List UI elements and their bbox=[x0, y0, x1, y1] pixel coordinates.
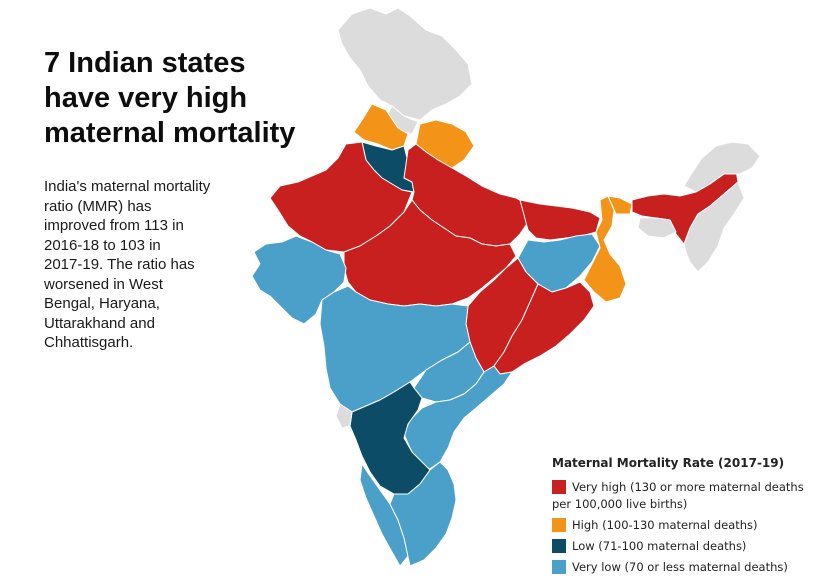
region-northeast-states bbox=[683, 181, 745, 273]
region-goa bbox=[335, 403, 353, 429]
intro-line: improved from 113 in bbox=[44, 217, 184, 234]
legend-label: Very high (130 or more maternal deaths p… bbox=[552, 479, 804, 513]
intro-line: Bengal, Haryana, bbox=[44, 295, 160, 312]
legend-swatch bbox=[552, 518, 566, 532]
legend-item-low: Low (71-100 maternal deaths) bbox=[552, 538, 822, 555]
headline: 7 Indian states have very high maternal … bbox=[44, 46, 334, 151]
map-legend: Maternal Mortality Rate (2017-19) Very h… bbox=[552, 456, 822, 580]
legend-label-line: Very high (130 or more maternal deaths bbox=[572, 480, 804, 494]
intro-line: ratio (MMR) has bbox=[44, 197, 152, 215]
region-meghalaya bbox=[637, 217, 677, 239]
intro-line: 2016-18 to 103 in bbox=[44, 236, 161, 254]
headline-line: 7 Indian states bbox=[44, 47, 246, 79]
region-andhra-pradesh bbox=[403, 365, 513, 471]
region-karnataka bbox=[349, 381, 431, 495]
headline-line: maternal mortality bbox=[44, 117, 296, 149]
intro-line: 2017-19. The ratio has bbox=[44, 256, 195, 273]
legend-label-line: per 100,000 live births) bbox=[552, 497, 688, 511]
legend-title: Maternal Mortality Rate (2017-19) bbox=[552, 456, 785, 470]
intro-line: Uttarakhand and bbox=[44, 314, 155, 332]
legend-label: Low (71-100 maternal deaths) bbox=[572, 539, 747, 553]
region-west-bengal bbox=[583, 195, 627, 303]
region-jammu-kashmir-ladakh bbox=[337, 7, 473, 121]
legend-swatch bbox=[552, 560, 566, 574]
legend-item-high: High (100-130 maternal deaths) bbox=[552, 517, 822, 534]
region-kerala bbox=[359, 463, 409, 567]
intro-line: Chhattisgarh. bbox=[44, 334, 134, 351]
headline-line: have very high bbox=[44, 82, 248, 114]
legend-swatch bbox=[552, 539, 566, 553]
region-tamil-nadu bbox=[389, 461, 457, 567]
legend-item-very-low: Very low (70 or less maternal deaths) bbox=[552, 559, 822, 576]
intro-line: worsened in West bbox=[44, 275, 163, 293]
legend-item-very-high: Very high (130 or more maternal deaths p… bbox=[552, 479, 822, 513]
intro-paragraph: India's maternal mortality ratio (MMR) h… bbox=[44, 177, 244, 353]
region-arunachal bbox=[683, 141, 761, 193]
legend-label: High (100-130 maternal deaths) bbox=[572, 518, 758, 532]
legend-label: Very low (70 or less maternal deaths) bbox=[572, 560, 788, 574]
legend-swatch bbox=[552, 480, 566, 494]
intro-line: India's maternal mortality bbox=[44, 178, 211, 195]
region-odisha bbox=[493, 281, 595, 375]
region-sikkim bbox=[607, 195, 633, 215]
